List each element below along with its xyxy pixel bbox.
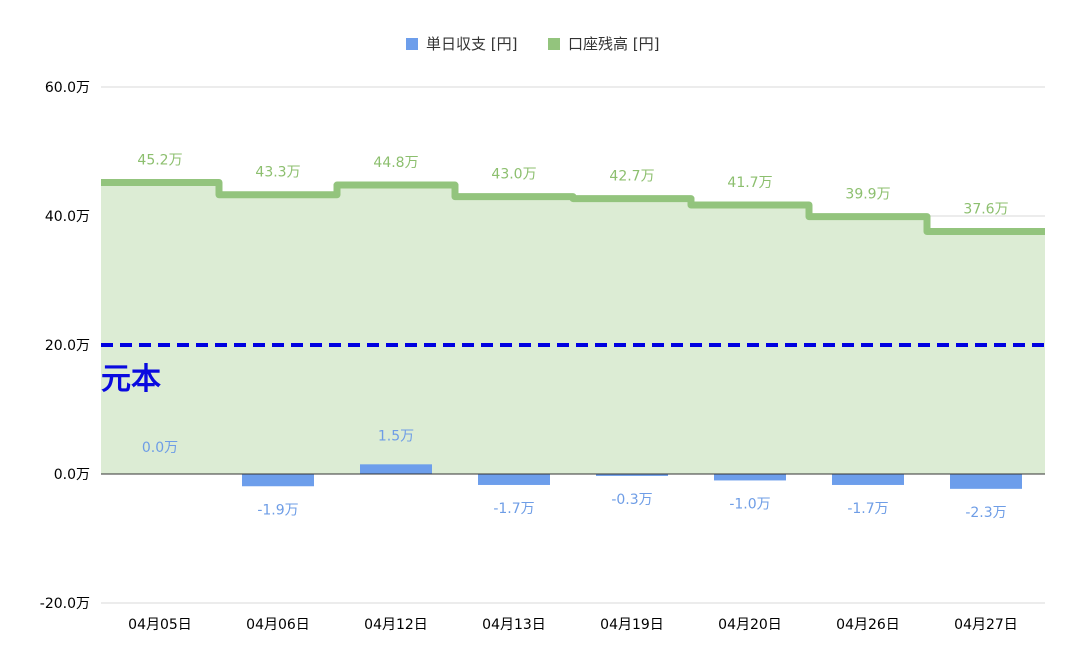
daily-bars <box>242 464 1022 489</box>
daily-bar <box>478 474 550 485</box>
daily-value-label: -0.3万 <box>611 492 652 508</box>
balance-area <box>101 182 1045 474</box>
balance-value-label: 44.8万 <box>373 155 418 171</box>
daily-value-label: -1.0万 <box>729 496 770 512</box>
balance-step-line <box>101 178 1045 235</box>
x-tick-label: 04月13日 <box>482 617 546 633</box>
legend-swatch-balance <box>548 38 560 50</box>
y-tick-label: 60.0万 <box>45 80 90 96</box>
x-tick-label: 04月26日 <box>836 617 900 633</box>
y-tick-label: -20.0万 <box>40 596 90 612</box>
daily-bar <box>832 474 904 485</box>
balance-value-label: 42.7万 <box>609 169 654 185</box>
daily-bar <box>950 474 1022 489</box>
daily-bar <box>596 474 668 476</box>
y-tick-label: 40.0万 <box>45 209 90 225</box>
legend-swatch-daily <box>406 38 418 50</box>
balance-area-fill <box>101 182 1045 474</box>
daily-value-label: -1.7万 <box>493 501 534 517</box>
x-tick-label: 04月19日 <box>600 617 664 633</box>
x-tick-label: 04月06日 <box>246 617 310 633</box>
y-tick-label: 0.0万 <box>54 467 90 483</box>
daily-value-label: -1.9万 <box>257 502 298 518</box>
balance-value-label: 41.7万 <box>727 175 772 191</box>
daily-value-label: -2.3万 <box>965 505 1006 521</box>
daily-value-label: 0.0万 <box>142 440 178 456</box>
x-tick-label: 04月20日 <box>718 617 782 633</box>
balance-value-label: 39.9万 <box>845 187 890 203</box>
y-tick-label: 20.0万 <box>45 338 90 354</box>
daily-value-label: -1.7万 <box>847 501 888 517</box>
principal-reference: 元本 <box>101 343 1045 397</box>
axis-labels: 60.0万 40.0万 20.0万 0.0万 -20.0万 04月05日 04月06日 04月… <box>40 80 1018 633</box>
balance-step-line-group <box>101 178 1045 235</box>
legend-label-daily: 単日収支 [円] <box>426 35 517 53</box>
legend-label-balance: 口座残高 [円] <box>568 35 659 53</box>
balance-value-label: 43.3万 <box>255 165 300 181</box>
daily-bar <box>714 474 786 481</box>
data-labels: 45.2万 43.3万 44.8万 43.0万 42.7万 41.7万 39.9万 37.6万… <box>137 152 1008 520</box>
balance-value-label: 43.0万 <box>491 167 536 183</box>
daily-bar <box>360 464 432 474</box>
legend: 単日収支 [円] 口座残高 [円] <box>406 35 659 53</box>
daily-bar <box>242 474 314 487</box>
x-tick-label: 04月27日 <box>954 617 1018 633</box>
balance-value-label: 37.6万 <box>963 201 1008 217</box>
daily-value-label: 1.5万 <box>378 428 414 444</box>
balance-value-label: 45.2万 <box>137 152 182 168</box>
principal-label: 元本 <box>101 362 161 397</box>
x-tick-label: 04月12日 <box>364 617 428 633</box>
x-tick-label: 04月05日 <box>128 617 192 633</box>
